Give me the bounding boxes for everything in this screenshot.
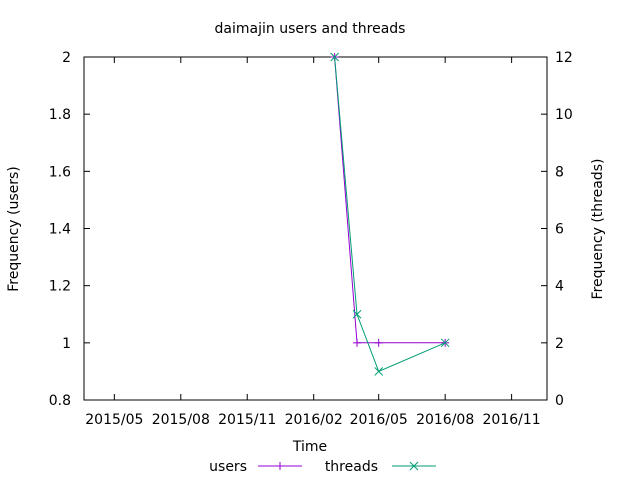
- x-tick-label: 2016/02: [285, 412, 343, 428]
- threads-point: [374, 367, 384, 376]
- x-tick-label: 2016/08: [416, 412, 474, 428]
- legend: users threads: [209, 459, 436, 475]
- chart-title: daimajin users and threads: [215, 21, 406, 37]
- x-tick-label: 2015/08: [152, 412, 210, 428]
- x-tick-label: 2015/05: [85, 412, 143, 428]
- y-tick-label: 2: [62, 50, 71, 66]
- y-tick-label: 1.4: [49, 222, 71, 238]
- y2-tick-label: 4: [555, 279, 564, 295]
- x-tick-label: 2016/11: [483, 412, 541, 428]
- y2-tick-label: 10: [555, 107, 573, 123]
- x-axis-label: Time: [292, 439, 327, 455]
- x-tick-label: 2015/11: [218, 412, 276, 428]
- y2-tick-label: 8: [555, 164, 564, 180]
- y2-tick-label: 0: [555, 393, 564, 409]
- x-axis-ticks: 2015/05 2015/08 2015/11 2016/02 2016/05 2016/…: [85, 57, 541, 428]
- series-layer: [330, 52, 450, 376]
- series-threads: [330, 52, 450, 376]
- y2-axis-label: Frequency (threads): [590, 159, 606, 300]
- legend-item-threads: threads: [325, 459, 436, 475]
- legend-label: users: [209, 459, 247, 475]
- y-axis-label: Frequency (users): [6, 166, 22, 292]
- x-tick-label: 2016/05: [350, 412, 408, 428]
- right-axis-ticks: 0 2 4 6 8 10 12: [541, 50, 573, 409]
- users-line: [334, 56, 446, 344]
- legend-label: threads: [325, 459, 378, 475]
- series-users: [330, 53, 450, 347]
- left-axis-ticks: 0.8 1 1.2 1.4 1.6 1.8 2: [49, 50, 90, 409]
- y2-tick-label: 2: [555, 336, 564, 352]
- y-tick-label: 1.6: [49, 164, 71, 180]
- threads-line: [334, 56, 446, 373]
- y-tick-label: 1.2: [49, 279, 71, 295]
- y-tick-label: 1: [62, 336, 71, 352]
- y2-tick-label: 12: [555, 50, 573, 66]
- legend-item-users: users: [209, 459, 302, 475]
- y-tick-label: 0.8: [49, 393, 71, 409]
- threads-point: [440, 338, 450, 348]
- legend-swatch-marker: [409, 461, 419, 471]
- plot-area-frame: [83, 56, 548, 401]
- y-tick-label: 1.8: [49, 107, 71, 123]
- y2-tick-label: 6: [555, 222, 564, 238]
- threads-point: [330, 52, 339, 62]
- threads-point: [352, 309, 362, 319]
